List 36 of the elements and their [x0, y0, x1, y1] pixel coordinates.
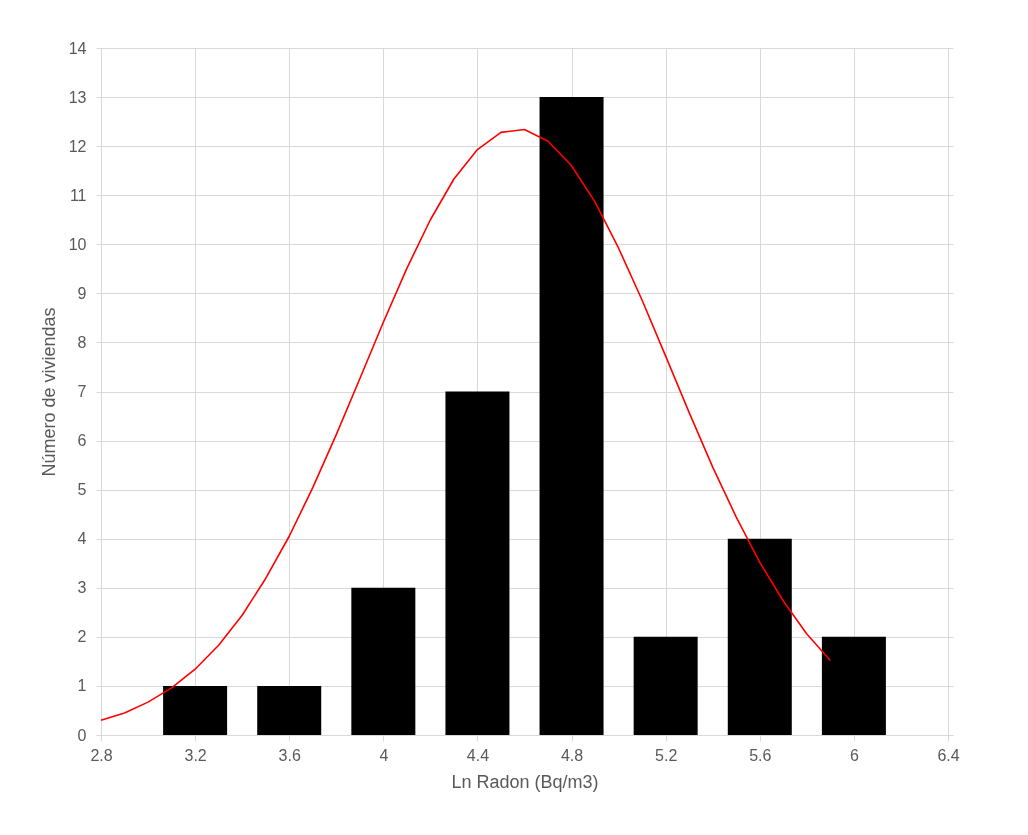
x-tick-label: 6: [849, 746, 859, 764]
x-tick-label: 4: [379, 746, 389, 764]
y-tick-label: 10: [68, 235, 87, 253]
bar: [633, 636, 698, 735]
x-tick-label: 2.8: [90, 746, 113, 764]
x-tick-label: 5.2: [655, 746, 678, 764]
x-tick-label: 4.4: [466, 746, 490, 764]
x-tick-label: 5.6: [749, 746, 772, 764]
y-tick-label: 11: [69, 186, 87, 204]
bar: [539, 97, 604, 735]
line-series: [100, 128, 832, 722]
x-tick-label: 3.2: [184, 746, 207, 764]
y-tick-label: 2: [77, 628, 87, 646]
y-tick-label: 4: [77, 530, 87, 548]
bar: [445, 391, 510, 735]
bar: [163, 685, 228, 735]
y-tick-label: 0: [77, 726, 87, 744]
y-tick-label: 8: [77, 333, 87, 351]
y-tick-label: 5: [77, 481, 87, 499]
y-tick-label: 6: [77, 432, 87, 450]
y-tick-label: 7: [77, 383, 87, 400]
y-tick-label: 9: [77, 284, 87, 302]
bar: [257, 685, 322, 735]
y-tick-label: 13: [68, 88, 87, 106]
x-tick-label: 6.4: [937, 746, 960, 764]
bar: [351, 587, 416, 735]
bar: [727, 538, 792, 735]
x-axis-title: Ln Radon (Bq/m3): [451, 771, 599, 792]
x-tick-label: 3.6: [278, 746, 301, 764]
x-tick-label: 4.8: [560, 746, 584, 764]
y-tick-label: 3: [77, 579, 87, 597]
bar: [821, 636, 886, 735]
y-tick-label: 12: [68, 137, 87, 155]
y-axis-title: Número de viviendas: [38, 307, 59, 477]
y-tick-label: 1: [77, 677, 87, 695]
y-tick-label: 14: [68, 39, 87, 57]
